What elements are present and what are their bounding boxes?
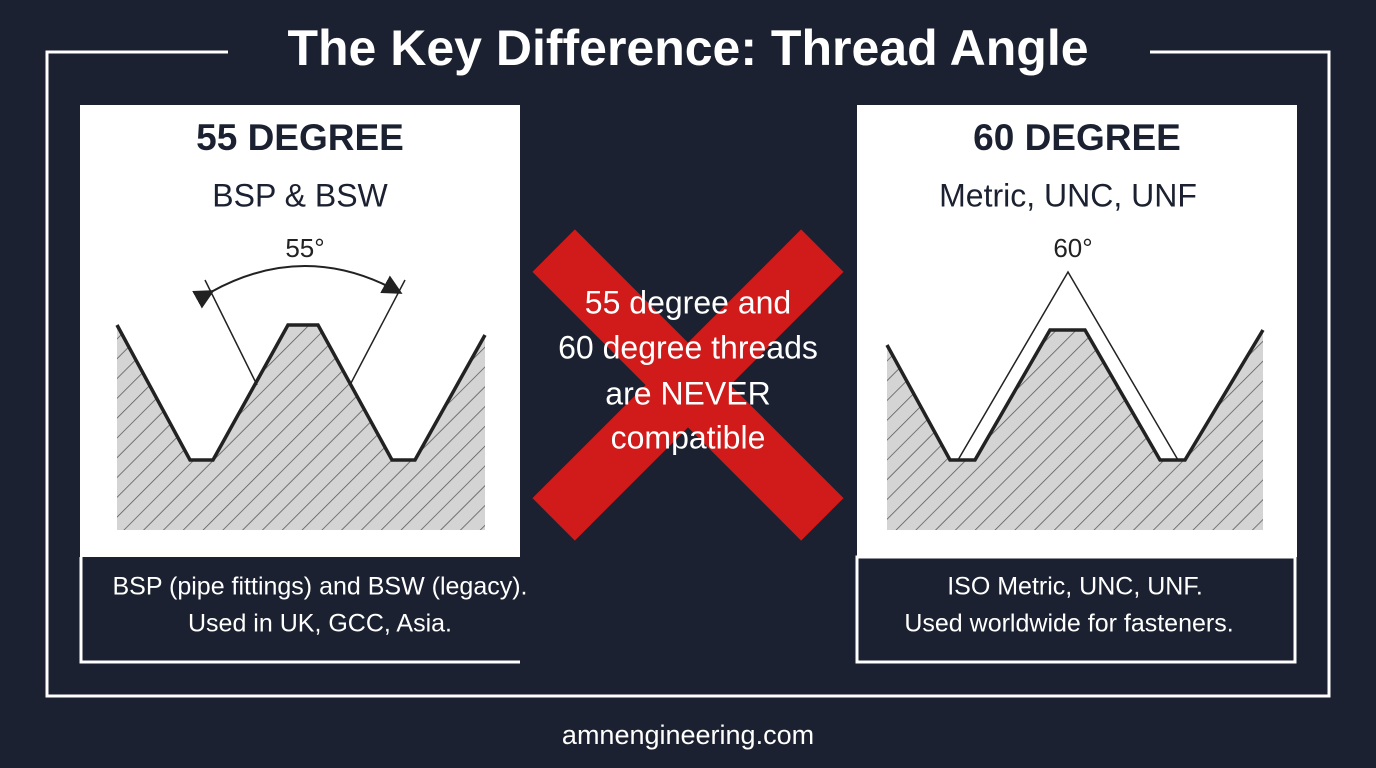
title: The Key Difference: Thread Angle — [287, 20, 1088, 76]
thread-profile — [887, 330, 1263, 530]
incompatible-cross — [532, 229, 844, 541]
warning-text: 60 degree threads — [558, 329, 818, 365]
panel-subheading: Metric, UNC, UNF — [939, 177, 1197, 213]
warning-text: 55 degree and — [585, 284, 791, 320]
panel-border — [855, 555, 1297, 664]
panel-description: ISO Metric, UNC, UNF. — [947, 573, 1203, 601]
panel-description: Used in UK, GCC, Asia. — [188, 610, 452, 638]
angle-label: 55° — [285, 233, 324, 263]
frame — [45, 50, 1331, 698]
footer: amnengineering.com — [562, 720, 814, 750]
panel-description: BSP (pipe fittings) and BSW (legacy). — [113, 573, 528, 601]
panel-heading: 60 DEGREE — [973, 117, 1181, 158]
angle-label: 60° — [1053, 233, 1092, 263]
thread-outline — [115, 323, 487, 462]
panel-border — [79, 557, 520, 664]
angle-triangle — [957, 270, 1179, 461]
panel-heading: 55 DEGREE — [196, 117, 404, 158]
panel-subheading: BSP & BSW — [212, 177, 388, 213]
angle-arc — [192, 265, 403, 309]
warning-text: compatible — [611, 419, 766, 455]
panel-description: Used worldwide for fasteners. — [904, 610, 1233, 638]
warning-text: are NEVER — [605, 375, 770, 411]
thread-outline — [885, 328, 1265, 462]
thread-profile — [117, 325, 485, 530]
